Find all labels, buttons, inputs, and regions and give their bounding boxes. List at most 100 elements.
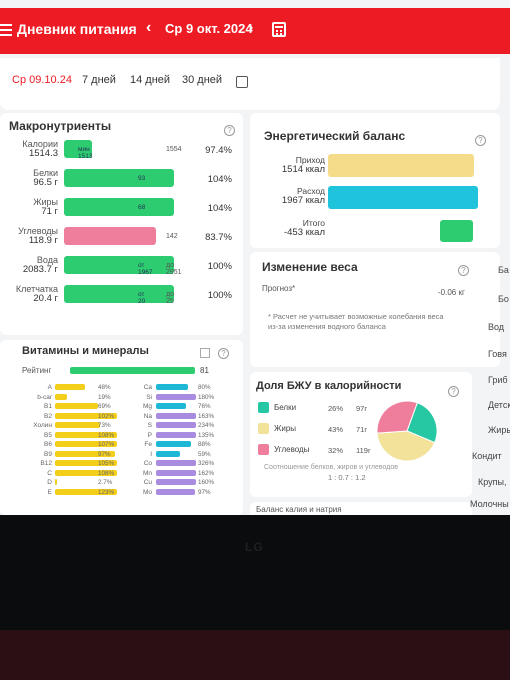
macro-percent: 100% — [207, 261, 232, 272]
energy-card: Энергетический баланс ? Приход 1514 ккал … — [250, 113, 500, 248]
current-date[interactable]: Ср 9 окт. 2024 — [165, 21, 253, 36]
vitamin-percent: 19% — [98, 393, 111, 401]
mineral-name: Ca — [143, 384, 152, 391]
macro-bar — [64, 227, 156, 245]
rating-bar — [70, 367, 195, 374]
help-icon[interactable]: ? — [448, 386, 459, 397]
vitamin-bar — [55, 450, 115, 457]
help-icon[interactable]: ? — [218, 348, 229, 359]
vitamin-percent: 123% — [98, 488, 115, 496]
food-category-item[interactable]: Говя — [488, 349, 507, 359]
vitamin-bar — [55, 441, 117, 447]
forecast-value: -0.06 кг — [438, 288, 465, 297]
mineral-bar — [156, 441, 191, 447]
help-icon[interactable]: ? — [224, 125, 235, 136]
food-category-item[interactable]: Вод — [488, 322, 505, 332]
mineral-name: Mo — [142, 488, 152, 496]
mineral-name: Cu — [143, 479, 152, 486]
vitamin-percent: 2.7% — [98, 479, 113, 486]
macro-percent: 104% — [207, 174, 232, 185]
macro-bar-label: от 20 — [138, 291, 146, 305]
help-icon[interactable]: ? — [458, 265, 469, 276]
period-calendar-icon[interactable] — [236, 76, 248, 88]
food-category-item[interactable]: Ба — [498, 265, 509, 275]
macro-bar — [64, 169, 174, 187]
macro-norm: до 25 — [166, 291, 174, 305]
chevron-right-icon[interactable]: › — [248, 19, 254, 36]
total-label: Итого -453 ккал — [283, 218, 325, 238]
app-screen: Дневник питания ‹ Ср 9 окт. 2024 › Ср 09… — [0, 0, 510, 515]
mineral-bar — [156, 422, 196, 428]
macros-card: Макронутриенты ? Калории 1514.3 мин 1513 15… — [0, 113, 243, 335]
total-bar — [440, 220, 473, 242]
mineral-name: I — [150, 450, 152, 458]
mineral-percent: 59% — [198, 450, 211, 458]
food-category-item[interactable]: Кондит — [472, 451, 502, 461]
vitamin-name: B5 — [44, 431, 52, 439]
weight-card: Изменение веса ? Прогноз* -0.06 кг * Рас… — [250, 252, 500, 367]
legend-swatch — [258, 423, 269, 434]
expense-bar — [328, 186, 478, 209]
income-bar — [328, 154, 474, 177]
food-category-item[interactable]: Бо — [498, 294, 509, 304]
tab-14-days[interactable]: 14 дней — [130, 74, 171, 86]
food-category-item[interactable]: Крупы, — [478, 477, 507, 487]
pie-slice-1 — [376, 430, 436, 462]
chevron-left-icon[interactable]: ‹ — [146, 19, 152, 36]
expense-label: Расход 1967 ккал — [281, 186, 325, 206]
menu-icon[interactable] — [0, 24, 12, 36]
mineral-bar — [156, 460, 196, 466]
vitamin-bar — [55, 469, 117, 476]
macro-bar-label: 93 — [138, 175, 146, 182]
mineral-name: P — [147, 431, 152, 439]
legend-name: Углеводы — [274, 445, 310, 454]
income-label: Приход 1514 ккал — [281, 155, 325, 175]
vitamins-card: Витамины и минералы ? Рейтинг 81 A 48% b-c… — [0, 340, 243, 515]
table-view-icon[interactable] — [200, 348, 210, 358]
bju-card: Доля БЖУ в калорийности ? Белки 26% 97г Жир… — [250, 372, 472, 497]
potassium-sodium-card: Баланс калия и натрия — [250, 502, 472, 515]
vitamin-name: C — [47, 469, 52, 477]
vitamin-name: B2 — [44, 412, 52, 420]
legend-percent: 32% — [328, 446, 344, 455]
calendar-icon[interactable] — [272, 22, 286, 37]
app-header: Дневник питания ‹ Ср 9 окт. 2024 › — [0, 8, 510, 54]
mineral-name: S — [147, 422, 152, 429]
macro-bar — [64, 256, 174, 274]
vitamin-percent: 107% — [98, 441, 115, 448]
macro-percent: 104% — [207, 203, 232, 214]
vitamins-title: Витамины и минералы — [22, 345, 149, 357]
vitamin-percent: 102% — [98, 412, 115, 420]
legend-swatch — [258, 444, 269, 455]
vitamin-bar — [55, 403, 98, 409]
mineral-percent: 76% — [198, 403, 211, 410]
help-icon[interactable]: ? — [475, 135, 486, 146]
legend-grams: 97г — [356, 404, 368, 413]
vitamin-name: b-car — [37, 393, 52, 401]
rating-label: Рейтинг — [22, 366, 52, 375]
vitamin-bar — [55, 422, 100, 428]
food-category-item[interactable]: Молочны — [470, 499, 509, 509]
mineral-bar — [156, 469, 196, 476]
legend-name: Жиры — [274, 424, 297, 433]
vitamin-percent: 69% — [98, 403, 111, 410]
tab-7-days[interactable]: 7 дней — [82, 74, 116, 86]
mineral-bar — [156, 488, 195, 495]
mineral-bar — [156, 403, 186, 409]
macro-bar-label: мин 1513 — [78, 146, 93, 160]
mineral-name: Si — [146, 393, 152, 401]
mineral-bar — [156, 431, 196, 438]
tab-30-days[interactable]: 30 дней — [182, 74, 223, 86]
food-category-item[interactable]: Детск — [488, 400, 510, 410]
vitamin-bar — [55, 412, 117, 419]
food-category-item[interactable]: Гриб — [488, 375, 508, 385]
pie-slice-2 — [376, 400, 418, 434]
food-category-item[interactable]: Жиры — [488, 425, 510, 435]
tab-current-day[interactable]: Ср 09.10.24 — [12, 74, 72, 86]
mineral-name: Fe — [144, 441, 152, 448]
pie-slice-0 — [406, 402, 438, 444]
mineral-bar — [156, 393, 196, 400]
vitamin-percent: 108% — [98, 431, 115, 439]
vitamin-name: B1 — [44, 403, 52, 410]
macro-percent: 97.4% — [205, 145, 232, 156]
